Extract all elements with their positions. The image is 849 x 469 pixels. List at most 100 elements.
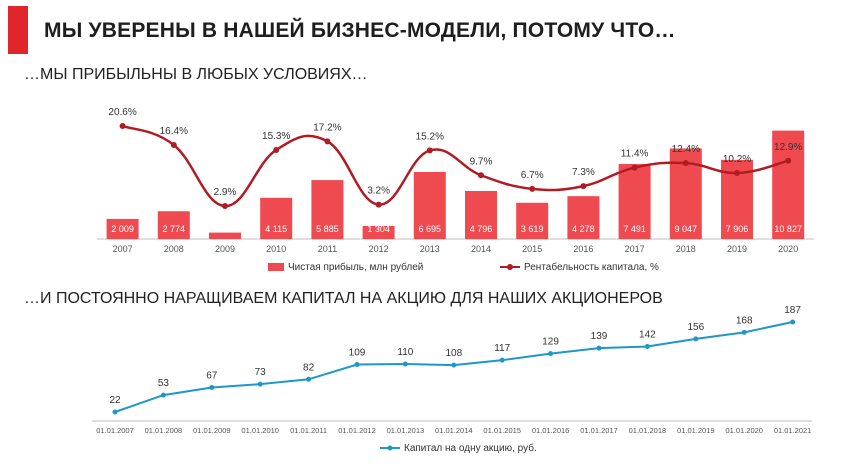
roe-data-label: 20.6% <box>108 107 136 118</box>
legend-capital-marker <box>387 445 393 451</box>
year-tick-label: 2018 <box>676 244 696 254</box>
roe-point <box>529 185 536 192</box>
roe-data-label: 9.7% <box>470 156 493 167</box>
section-capital-subtitle: …И ПОСТОЯННО НАРАЩИВАЕМ КАПИТАЛ НА АКЦИЮ… <box>24 290 663 307</box>
capital-data-label: 142 <box>639 330 656 341</box>
profit-bar-label: 4 796 <box>470 224 493 234</box>
date-tick-label: 01.01.2009 <box>193 426 231 435</box>
profit-bar-label: 7 906 <box>726 224 749 234</box>
date-tick-label: 01.01.2020 <box>725 426 763 435</box>
roe-data-label: 7.3% <box>572 167 595 178</box>
capital-data-label: 187 <box>784 305 801 316</box>
capital-point <box>644 344 650 350</box>
capital-data-label: 73 <box>255 367 267 378</box>
page-title: МЫ УВЕРЕНЫ В НАШЕЙ БИЗНЕС-МОДЕЛИ, ПОТОМУ… <box>44 19 676 42</box>
capital-data-label: 82 <box>303 362 315 373</box>
profit-bar <box>362 225 395 239</box>
profit-bar-label: 2 774 <box>163 224 186 234</box>
roe-point <box>478 172 484 179</box>
roe-data-label: 16.4% <box>160 126 188 137</box>
profit-bar-label: 7 491 <box>623 224 646 234</box>
legend-profit-label: Чистая прибыль, млн рублей <box>288 261 423 273</box>
capital-data-label: 67 <box>206 370 218 381</box>
capital-point <box>402 361 408 367</box>
roe-point <box>273 146 280 153</box>
date-tick-label: 01.01.2016 <box>532 426 570 435</box>
year-tick-label: 2008 <box>164 244 184 254</box>
capital-data-label: 117 <box>494 343 510 354</box>
date-tick-label: 01.01.2015 <box>483 426 521 435</box>
year-tick-label: 2010 <box>266 244 286 254</box>
capital-point <box>548 351 554 357</box>
legend-capital-label: Капитал на одну акцию, руб. <box>404 442 537 454</box>
profit-bar <box>157 211 190 239</box>
year-tick-label: 2017 <box>625 244 645 254</box>
roe-data-label: 2.9% <box>214 187 237 198</box>
profit-bar <box>106 218 139 239</box>
legend-roe-marker <box>507 264 513 270</box>
roe-point <box>785 157 792 164</box>
roe-data-label: 17.2% <box>313 122 341 133</box>
profit-bar <box>260 197 293 239</box>
date-tick-label: 01.01.2008 <box>145 426 183 435</box>
profit-bar <box>567 196 600 239</box>
profit-bar-label: 2 009 <box>111 224 134 234</box>
capital-data-label: 22 <box>109 395 121 406</box>
roe-point <box>426 147 433 154</box>
year-tick-label: 2016 <box>573 244 593 254</box>
capital-point <box>451 362 457 368</box>
legend-roe-label: Рентабельность капитала, % <box>524 261 659 273</box>
capital-data-label: 139 <box>591 331 608 342</box>
roe-data-label: 12.9% <box>774 142 802 153</box>
year-tick-label: 2012 <box>369 244 389 254</box>
capital-point <box>160 392 166 398</box>
profit-bar-label: 1 304 <box>367 224 390 234</box>
profit-bar-label: 4 278 <box>572 224 595 234</box>
year-tick-label: 2009 <box>215 244 235 254</box>
year-tick-label: 2007 <box>113 244 133 254</box>
roe-point <box>375 201 382 208</box>
capital-point <box>499 357 505 363</box>
profit-bar-label: 9 047 <box>675 224 698 234</box>
date-tick-label: 01.01.2014 <box>435 426 473 435</box>
profit-bar <box>311 180 344 239</box>
capital-data-label: 110 <box>397 347 413 358</box>
roe-point <box>734 170 740 177</box>
date-tick-label: 01.01.2017 <box>580 426 618 435</box>
roe-point <box>631 164 638 171</box>
roe-point <box>682 160 689 167</box>
date-tick-label: 01.01.2013 <box>387 426 425 435</box>
profit-bar-label: 5 885 <box>316 224 339 234</box>
profit-bar <box>209 232 241 239</box>
capital-point <box>693 336 699 342</box>
profit-bar-label: 640 <box>217 224 232 234</box>
roe-data-label: 11.4% <box>621 149 649 160</box>
section-profit-subtitle: …МЫ ПРИБЫЛЬНЫ В ЛЮБЫХ УСЛОВИЯХ… <box>24 66 368 83</box>
capital-data-label: 168 <box>736 315 753 326</box>
profit-bar <box>413 171 446 239</box>
capital-point <box>112 409 118 415</box>
profit-bar-label: 3 619 <box>521 224 544 234</box>
capital-data-label: 53 <box>158 378 170 389</box>
roe-data-label: 10.2% <box>723 154 751 165</box>
roe-data-label: 6.7% <box>521 170 544 181</box>
profit-bar-label: 4 115 <box>265 224 287 234</box>
roe-point <box>170 141 177 148</box>
capital-point <box>354 362 360 368</box>
date-tick-label: 01.01.2012 <box>338 426 376 435</box>
profit-bar <box>516 202 549 239</box>
capital-data-label: 109 <box>349 348 366 359</box>
year-tick-label: 2013 <box>420 244 440 254</box>
profit-bar-label: 6 695 <box>419 224 442 234</box>
year-tick-label: 2019 <box>727 244 747 254</box>
roe-point <box>580 183 587 190</box>
roe-data-label: 15.3% <box>262 131 290 142</box>
capital-data-label: 129 <box>542 337 559 348</box>
capital-point <box>257 381 263 387</box>
capital-point <box>306 376 312 382</box>
capital-point <box>596 345 602 351</box>
capital-data-label: 156 <box>687 322 704 333</box>
profit-bar <box>772 130 805 239</box>
year-tick-label: 2020 <box>778 244 798 254</box>
